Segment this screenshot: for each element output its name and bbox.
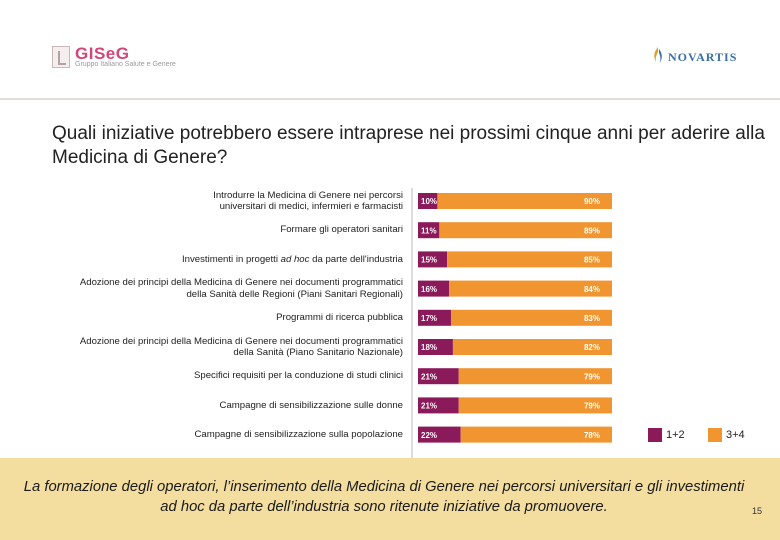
data-label-high-9: 78% (584, 431, 600, 440)
category-label-line: Adozione dei principi della Medicina di … (79, 277, 403, 289)
category-label-1: Introdurre la Medicina di Genere nei per… (213, 190, 403, 213)
data-label-high-3: 85% (584, 256, 600, 265)
data-label-high-7: 79% (584, 372, 600, 381)
legend-swatch (708, 428, 722, 442)
category-label-line: della Sanità (Piano Sanitario Nazionale) (233, 347, 403, 358)
category-label-line: Specifici requisiti per la conduzione di… (193, 370, 403, 382)
category-label-8: Campagne di sensibilizzazione sulle donn… (220, 400, 403, 412)
bar-low-4 (418, 280, 450, 297)
giseg-logo-subtitle: Gruppo Italiano Salute e Genere (75, 61, 176, 68)
category-label-2: Formare gli operatori sanitari (280, 224, 403, 236)
category-label-line: Adozione dei principi della Medicina di … (79, 335, 403, 347)
data-label-low-9: 22% (421, 431, 437, 440)
bar-low-8 (418, 397, 459, 414)
category-label-line: Campagne di sensibilizzazione sulle donn… (219, 399, 403, 411)
legend-label: 3+4 (726, 429, 745, 441)
data-label-high-4: 84% (584, 285, 600, 294)
bar-low-7 (418, 368, 459, 385)
data-label-low-7: 21% (421, 372, 437, 381)
footer-band (0, 458, 780, 540)
category-label-line: Programmi di ricerca pubblica (276, 312, 403, 324)
data-label-low-2: 11% (421, 226, 437, 235)
bar-low-6 (418, 339, 453, 355)
bar-low-3 (418, 251, 448, 268)
plot-area (412, 188, 618, 465)
category-label-line: Introdurre la Medicina di Genere nei per… (213, 189, 403, 201)
giseg-logo-name: GISeG (75, 44, 130, 63)
data-label-high-6: 82% (584, 343, 600, 352)
category-label-line: Investimenti in progetti ad hoc da parte… (181, 253, 403, 265)
bar-high-5 (450, 309, 612, 326)
category-label-7: Specifici requisiti per la conduzione di… (194, 370, 403, 382)
giseg-logo-icon (52, 46, 70, 68)
category-label-line: universitari di medici, infermieri e far… (219, 201, 403, 212)
novartis-logo: NOVARTIS (652, 46, 752, 68)
slide-header: GISeG Gruppo Italiano Salute e Genere NO… (0, 0, 780, 100)
bar-low-9 (418, 426, 461, 443)
category-label-line: della Sanità delle Regioni (Piani Sanita… (186, 288, 403, 300)
legend-swatch (648, 428, 662, 442)
header-divider (0, 98, 780, 100)
category-label-4: Adozione dei principi della Medicina di … (80, 277, 403, 300)
category-label-6: Adozione dei principi della Medicina di … (80, 336, 403, 359)
bar-high-6 (452, 339, 612, 355)
data-label-low-5: 17% (421, 314, 437, 323)
category-label-3: Investimenti in progetti ad hoc da parte… (182, 254, 403, 266)
slide-title: Quali iniziative potrebbero essere intra… (52, 123, 765, 168)
data-label-low-6: 18% (421, 343, 437, 352)
bar-low-2 (418, 222, 440, 239)
data-label-high-5: 83% (584, 314, 600, 323)
page-number: 15 (752, 506, 763, 516)
legend-label: 1+2 (666, 429, 685, 441)
data-label-high-1: 90% (584, 197, 600, 206)
data-label-low-8: 21% (421, 402, 437, 411)
bar-high-2 (439, 222, 612, 239)
bar-high-8 (458, 397, 612, 414)
bar-high-4 (449, 280, 612, 297)
conclusion-text: La formazione degli operatori, l’inserim… (23, 479, 745, 515)
category-label-5: Programmi di ricerca pubblica (276, 312, 403, 324)
data-label-low-4: 16% (421, 285, 437, 294)
bar-low-5 (418, 309, 451, 326)
data-label-low-1: 10% (421, 197, 437, 206)
bar-low-1 (418, 193, 438, 209)
novartis-flame-icon (654, 47, 662, 63)
data-label-high-2: 89% (584, 226, 600, 235)
bar-high-1 (437, 193, 612, 209)
bar-high-9 (460, 426, 612, 443)
category-label-9: Campagne di sensibilizzazione sulla popo… (194, 429, 403, 441)
novartis-logo-name: NOVARTIS (668, 50, 738, 64)
category-label-line: Formare gli operatori sanitari (280, 224, 403, 236)
category-label-line: Campagne di sensibilizzazione sulla popo… (194, 428, 403, 440)
bar-high-7 (458, 368, 612, 385)
giseg-logo: GISeG Gruppo Italiano Salute e Genere (52, 44, 192, 76)
data-label-high-8: 79% (584, 402, 600, 411)
bar-high-3 (447, 251, 612, 268)
data-label-low-3: 15% (421, 256, 437, 265)
